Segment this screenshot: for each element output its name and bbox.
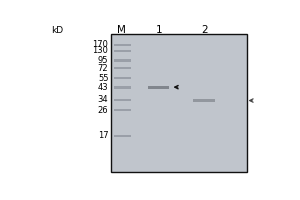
Text: 26: 26 (98, 106, 108, 115)
Text: 130: 130 (92, 46, 108, 55)
Bar (111, 34, 247, 172)
Bar (114, 59, 131, 62)
Bar (148, 86, 169, 89)
Text: 43: 43 (98, 83, 108, 92)
Text: 55: 55 (98, 74, 108, 83)
Bar (194, 99, 215, 102)
Bar (114, 86, 131, 89)
Bar (114, 44, 131, 46)
Text: 17: 17 (98, 131, 108, 140)
Bar (114, 99, 131, 101)
Bar (114, 50, 131, 52)
Text: 2: 2 (202, 25, 208, 35)
Bar (114, 135, 131, 137)
Text: 95: 95 (98, 56, 108, 65)
Text: 170: 170 (92, 40, 108, 49)
Text: 1: 1 (156, 25, 163, 35)
Text: 72: 72 (98, 64, 108, 73)
Text: M: M (117, 25, 126, 35)
Text: 34: 34 (98, 95, 108, 104)
Bar (114, 77, 131, 79)
Text: kD: kD (51, 26, 63, 35)
Bar (114, 109, 131, 111)
Bar (114, 67, 131, 69)
